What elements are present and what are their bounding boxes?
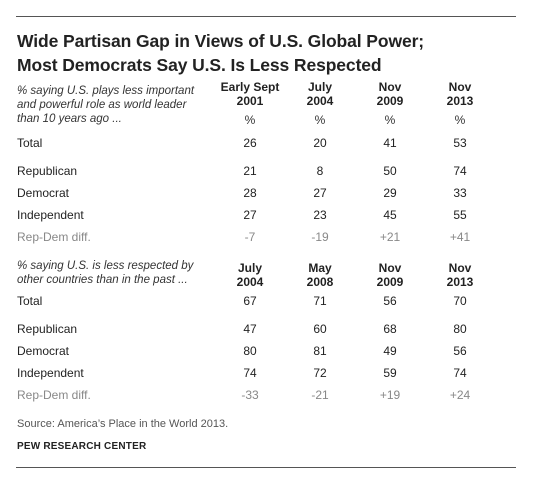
table2-cell: +24: [449, 388, 471, 402]
table1-cell: 41: [383, 136, 397, 150]
table2-col-header: Nov 2009: [355, 261, 425, 289]
source-note: Source: America’s Place in the World 201…: [17, 418, 229, 430]
table2-cell: +19: [379, 388, 401, 402]
table2-col-header: May 2008: [285, 261, 355, 289]
table1-col-header: Early Sept 2001: [215, 80, 285, 108]
table2-col-header-line1: Nov: [378, 261, 402, 275]
table2-row-label: Rep-Dem diff.: [17, 388, 91, 402]
table1-cell: -19: [311, 230, 329, 244]
table2-cell: 47: [243, 322, 257, 336]
table1-cell: 20: [313, 136, 327, 150]
credit: PEW RESEARCH CENTER: [17, 441, 147, 452]
table1-cell: +41: [449, 230, 471, 244]
table1-col-header-line1: Nov: [448, 80, 472, 94]
table2-cell: 72: [313, 366, 327, 380]
table1-cell: 50: [383, 164, 397, 178]
table2-cell: 49: [383, 344, 397, 358]
table1-unit: %: [454, 113, 466, 127]
table1-cell: 55: [453, 208, 467, 222]
table2-cell: 71: [313, 294, 327, 308]
top-rule: [16, 16, 516, 17]
table1-cell: 27: [313, 186, 327, 200]
table2-cell: 70: [453, 294, 467, 308]
table1-cell: 26: [243, 136, 257, 150]
table2-col-header-line2: 2008: [306, 275, 334, 289]
table1-note-line-3: than 10 years ago ...: [17, 113, 122, 125]
chart-title: Wide Partisan Gap in Views of U.S. Globa…: [17, 29, 517, 77]
title-line-1: Wide Partisan Gap in Views of U.S. Globa…: [17, 31, 425, 51]
table2-row-label: Independent: [17, 366, 84, 380]
table1-row-label: Independent: [17, 208, 84, 222]
table2-cell: 68: [383, 322, 397, 336]
table1-cell: 29: [383, 186, 397, 200]
table1-cell: 28: [243, 186, 257, 200]
table1-note: % saying U.S. plays less important and p…: [17, 84, 194, 126]
table2-cell: 81: [313, 344, 327, 358]
table1-row-label: Total: [17, 136, 43, 150]
table2-cell: 74: [243, 366, 257, 380]
table2-col-header-line2: 2004: [236, 275, 264, 289]
table1-unit: %: [244, 113, 256, 127]
table2-row-label: Democrat: [17, 344, 70, 358]
table2-cell: -33: [241, 388, 259, 402]
table1-cell: 8: [316, 164, 324, 178]
table1-col-header: July 2004: [285, 80, 355, 108]
table1-unit: %: [314, 113, 326, 127]
table2-note-line-2: other countries than in the past ...: [17, 274, 188, 286]
table2-cell: 59: [383, 366, 397, 380]
table1-cell: 21: [243, 164, 257, 178]
table1-cell: 45: [383, 208, 397, 222]
table1-row-label: Rep-Dem diff.: [17, 230, 91, 244]
table2-col-header-line1: Nov: [448, 261, 472, 275]
table2-note: % saying U.S. is less respected by other…: [17, 259, 193, 287]
table1-cell: 74: [453, 164, 467, 178]
table1-note-line-2: and powerful role as world leader: [17, 99, 187, 111]
table2-row-label: Republican: [17, 322, 78, 336]
table1-cell: 53: [453, 136, 467, 150]
table1-cell: 33: [453, 186, 467, 200]
table2-cell: -21: [311, 388, 329, 402]
table1-cell: 23: [313, 208, 327, 222]
table1-unit: %: [384, 113, 396, 127]
table2-col-header: Nov 2013: [425, 261, 495, 289]
bottom-rule: [16, 467, 516, 468]
table1-col-header-line2: 2013: [446, 94, 474, 108]
table1-cell: -7: [244, 230, 256, 244]
table1-col-header: Nov 2013: [425, 80, 495, 108]
table2-note-line-1: % saying U.S. is less respected by: [17, 260, 194, 272]
table2-row-label: Total: [17, 294, 43, 308]
table1-note-line-1: % saying U.S. plays less important: [17, 85, 195, 97]
table2-col-header: July 2004: [215, 261, 285, 289]
table2-cell: 56: [383, 294, 397, 308]
table1-col-header-line2: 2009: [376, 94, 404, 108]
table1-col-header: Nov 2009: [355, 80, 425, 108]
table1-row-label: Democrat: [17, 186, 70, 200]
table2-col-header-line2: 2013: [446, 275, 474, 289]
table2-col-header-line2: 2009: [376, 275, 404, 289]
table2-cell: 60: [313, 322, 327, 336]
title-line-2: Most Democrats Say U.S. Is Less Respecte…: [17, 55, 382, 75]
table2-col-header-line1: May: [308, 261, 332, 275]
table2-cell: 74: [453, 366, 467, 380]
table1-row-label: Republican: [17, 164, 78, 178]
table1-col-header-line1: Early Sept: [220, 80, 280, 94]
table2-cell: 80: [243, 344, 257, 358]
table2-col-header-line1: July: [237, 261, 262, 275]
table1-col-header-line2: 2001: [236, 94, 264, 108]
table2-cell: 67: [243, 294, 257, 308]
table1-col-header-line1: Nov: [378, 80, 402, 94]
table1-col-header-line1: July: [307, 80, 332, 94]
table1-cell: +21: [379, 230, 401, 244]
table1-cell: 27: [243, 208, 257, 222]
table2-cell: 56: [453, 344, 467, 358]
table1-col-header-line2: 2004: [306, 94, 334, 108]
table2-cell: 80: [453, 322, 467, 336]
